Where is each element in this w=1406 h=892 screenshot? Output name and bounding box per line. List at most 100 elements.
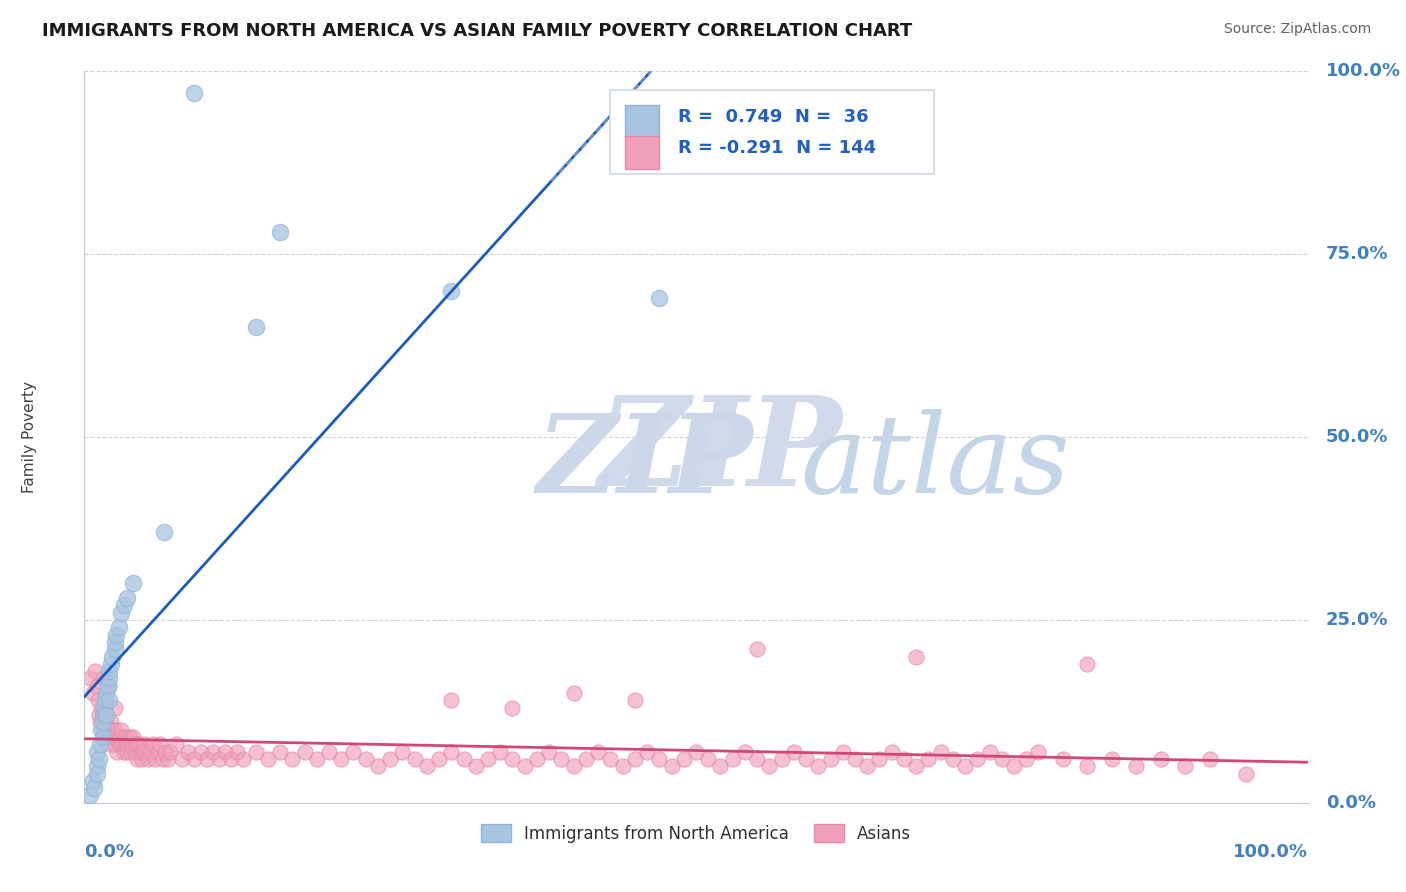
- Point: [97, 693, 120, 707]
- Point: [190, 745, 212, 759]
- Point: [142, 737, 165, 751]
- Point: [502, 752, 524, 766]
- Text: Family Poverty: Family Poverty: [22, 381, 37, 493]
- Point: [942, 752, 965, 766]
- Point: [562, 686, 585, 700]
- Point: [136, 752, 159, 766]
- Point: [97, 679, 120, 693]
- Point: [1101, 752, 1123, 766]
- Point: [1174, 759, 1197, 773]
- Text: 0.0%: 0.0%: [1326, 794, 1376, 812]
- Point: [91, 708, 114, 723]
- Point: [93, 700, 115, 714]
- Point: [90, 723, 112, 737]
- Point: [97, 679, 120, 693]
- Point: [453, 752, 475, 766]
- Point: [880, 745, 903, 759]
- Point: [513, 759, 536, 773]
- Point: [1076, 657, 1098, 671]
- Point: [91, 715, 114, 730]
- Point: [183, 87, 205, 101]
- Point: [538, 745, 561, 759]
- Point: [96, 686, 118, 700]
- Point: [118, 730, 141, 744]
- Point: [117, 737, 139, 751]
- Point: [929, 745, 952, 759]
- Point: [94, 693, 117, 707]
- Point: [575, 752, 598, 766]
- Point: [128, 737, 150, 751]
- Point: [427, 752, 450, 766]
- Point: [979, 745, 1001, 759]
- Point: [86, 759, 108, 773]
- Point: [245, 745, 267, 759]
- Point: [105, 723, 128, 737]
- Point: [131, 752, 153, 766]
- Point: [245, 320, 267, 334]
- Point: [96, 708, 118, 723]
- Point: [905, 759, 928, 773]
- Point: [820, 752, 842, 766]
- Point: [648, 291, 671, 305]
- Point: [165, 737, 187, 751]
- Point: [183, 752, 205, 766]
- Text: atlas: atlas: [800, 409, 1070, 516]
- Text: 100.0%: 100.0%: [1326, 62, 1400, 80]
- Point: [122, 730, 145, 744]
- Point: [697, 752, 720, 766]
- Point: [105, 745, 128, 759]
- Point: [86, 679, 108, 693]
- Point: [103, 737, 125, 751]
- Point: [831, 745, 853, 759]
- Point: [146, 745, 169, 759]
- Point: [281, 752, 304, 766]
- Point: [89, 737, 111, 751]
- Text: 75.0%: 75.0%: [1326, 245, 1389, 263]
- Point: [121, 737, 143, 751]
- Point: [114, 730, 136, 744]
- Point: [624, 752, 647, 766]
- Point: [526, 752, 548, 766]
- Point: [208, 752, 231, 766]
- Point: [1076, 759, 1098, 773]
- Point: [110, 723, 132, 737]
- Point: [661, 759, 683, 773]
- Point: [367, 759, 389, 773]
- Point: [502, 700, 524, 714]
- Point: [734, 745, 756, 759]
- Point: [1198, 752, 1220, 766]
- Point: [90, 700, 112, 714]
- Point: [110, 606, 132, 620]
- FancyBboxPatch shape: [626, 136, 659, 169]
- Point: [97, 723, 120, 737]
- Point: [149, 737, 172, 751]
- Point: [156, 752, 179, 766]
- Point: [132, 745, 155, 759]
- Point: [1002, 759, 1025, 773]
- Point: [770, 752, 793, 766]
- Point: [1028, 745, 1050, 759]
- Point: [153, 525, 176, 540]
- Point: [104, 700, 127, 714]
- Point: [89, 715, 111, 730]
- Point: [104, 642, 127, 657]
- Point: [416, 759, 439, 773]
- Point: [219, 752, 242, 766]
- Point: [107, 737, 129, 751]
- Point: [342, 745, 364, 759]
- Point: [135, 745, 157, 759]
- Point: [464, 759, 486, 773]
- Point: [83, 781, 105, 796]
- Point: [82, 773, 104, 788]
- Point: [380, 752, 402, 766]
- Point: [794, 752, 817, 766]
- Point: [709, 759, 731, 773]
- Point: [807, 759, 830, 773]
- Point: [1125, 759, 1147, 773]
- Point: [226, 745, 249, 759]
- Point: [1015, 752, 1038, 766]
- Point: [101, 723, 124, 737]
- Point: [159, 745, 181, 759]
- Point: [82, 686, 104, 700]
- Point: [105, 627, 128, 641]
